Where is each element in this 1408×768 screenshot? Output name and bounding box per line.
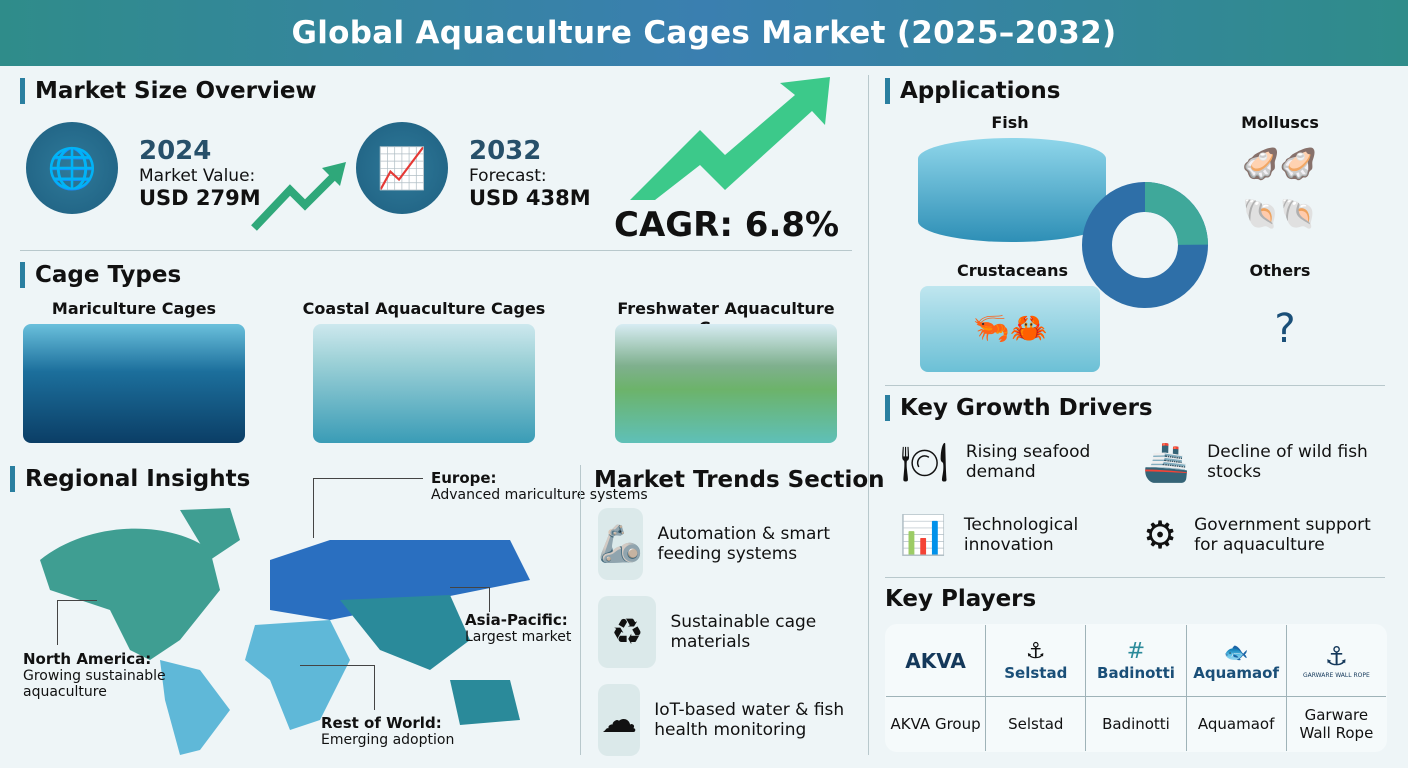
driver-item: 🚢 Decline of wild fish stocks bbox=[1140, 432, 1390, 492]
applications-heading: Applications bbox=[885, 78, 1060, 104]
leader-line bbox=[450, 587, 490, 612]
australia-region bbox=[450, 680, 520, 725]
page-title: Global Aquaculture Cages Market (2025–20… bbox=[291, 15, 1117, 51]
seafood-plate-icon: 🍽 bbox=[900, 440, 949, 484]
leader-line bbox=[57, 600, 97, 645]
divider bbox=[885, 577, 1385, 578]
player-name: Aquamaof bbox=[1185, 696, 1287, 751]
header: Global Aquaculture Cages Market (2025–20… bbox=[0, 0, 1408, 66]
greenland-region bbox=[180, 508, 240, 560]
leader-line bbox=[300, 665, 375, 710]
bar-chart-growth-icon: 📈 bbox=[356, 122, 448, 214]
south-america-region bbox=[160, 660, 230, 755]
gear-hand-plant-icon: ⚙ bbox=[1143, 513, 1178, 557]
trends-heading: Market Trends Section bbox=[594, 467, 885, 493]
key-players-table: AKVA ⚓ Selstad # Badinotti 🐟 Aquamaof ⚓ GARW… bbox=[885, 624, 1387, 752]
region-europe: Europe: Advanced mariculture systems bbox=[431, 469, 648, 503]
market-value-2024: 2024 Market Value: USD 279M bbox=[139, 136, 261, 210]
donut-segment bbox=[1082, 182, 1208, 308]
player-name: Badinotti bbox=[1085, 696, 1187, 751]
label: Forecast: bbox=[469, 166, 547, 186]
north-america-region bbox=[40, 528, 220, 660]
freshwater-cage-image bbox=[615, 324, 837, 443]
trend-item: ☁ IoT-based water & fish health monitorin… bbox=[598, 684, 858, 756]
akva-logo: AKVA bbox=[886, 625, 987, 697]
cagr-value: CAGR: 6.8% bbox=[614, 205, 840, 245]
question-mark-icon: ? bbox=[1274, 306, 1296, 352]
applications-donut bbox=[1082, 182, 1208, 308]
cage-type-label: Coastal Aquaculture Cages bbox=[302, 299, 546, 318]
cage-types-heading: Cage Types bbox=[20, 262, 181, 288]
growth-arrow-icon bbox=[251, 162, 346, 231]
cage-type-label: Mariculture Cages bbox=[51, 299, 217, 318]
year: 2024 bbox=[139, 136, 212, 166]
application-label: Crustaceans bbox=[956, 261, 1069, 280]
africa-region bbox=[245, 620, 350, 730]
application-label: Molluscs bbox=[1241, 113, 1319, 132]
mariculture-cage-image bbox=[23, 324, 245, 443]
value: USD 438M bbox=[469, 186, 591, 210]
player-name: Garware Wall Rope bbox=[1285, 696, 1386, 751]
divider bbox=[20, 250, 852, 251]
region-asia-pacific: Asia-Pacific: Largest market bbox=[465, 611, 572, 645]
key-players-heading: Key Players bbox=[885, 586, 1037, 612]
trend-item: ♻ Sustainable cage materials bbox=[598, 596, 858, 668]
driver-item: 🍽 Rising seafood demand bbox=[897, 432, 1137, 492]
fish-cage-image bbox=[918, 138, 1106, 242]
driver-item: 📊 Technological innovation bbox=[897, 505, 1137, 565]
region-rest-of-world: Rest of World: Emerging adoption bbox=[321, 714, 455, 748]
label: Market Value: bbox=[139, 166, 256, 186]
asia-pacific-region bbox=[340, 595, 470, 670]
crustaceans-image: 🦐🦀 bbox=[920, 286, 1100, 372]
selstad-logo: ⚓ Selstad bbox=[985, 625, 1087, 697]
regional-heading: Regional Insights bbox=[10, 466, 250, 492]
application-label: Others bbox=[1249, 261, 1311, 280]
badinotti-logo: # Badinotti bbox=[1085, 625, 1187, 697]
leader-line bbox=[313, 478, 423, 538]
trend-item: 🦾 Automation & smart feeding systems bbox=[598, 508, 858, 580]
molluscs-image: 🦪🦪 🐚🐚 bbox=[1242, 147, 1317, 232]
region-north-america: North America: Growing sustainable aquacu… bbox=[23, 650, 166, 700]
coastal-cage-image bbox=[313, 324, 535, 443]
forecast-2032: 2032 Forecast: USD 438M bbox=[469, 136, 591, 210]
garware-logo: ⚓ GARWARE WALL ROPE bbox=[1285, 625, 1386, 697]
divider bbox=[885, 385, 1385, 386]
robot-arm-icon: 🦾 bbox=[598, 508, 644, 580]
market-size-heading: Market Size Overview bbox=[20, 78, 317, 104]
driver-item: ⚙ Government support for aquaculture bbox=[1140, 505, 1390, 565]
aquamaof-logo: 🐟 Aquamaof bbox=[1185, 625, 1287, 697]
tablet-chart-icon: 📊 bbox=[899, 513, 948, 557]
world-map bbox=[40, 508, 530, 755]
value: USD 279M bbox=[139, 186, 261, 210]
divider bbox=[868, 75, 869, 755]
drivers-heading: Key Growth Drivers bbox=[885, 395, 1153, 421]
application-label: Fish bbox=[991, 113, 1029, 132]
recycle-leaf-icon: ♻ bbox=[598, 596, 657, 668]
player-name: AKVA Group bbox=[886, 696, 987, 751]
iot-cloud-sensor-icon: ☁ bbox=[598, 684, 641, 756]
year: 2032 bbox=[469, 136, 542, 166]
fishing-boat-decline-icon: 🚢 bbox=[1142, 440, 1191, 484]
big-growth-arrow-icon bbox=[630, 77, 830, 200]
europe-region bbox=[270, 540, 530, 620]
divider bbox=[580, 465, 581, 755]
player-name: Selstad bbox=[985, 696, 1087, 751]
globe-coins-icon: 🌐 bbox=[26, 122, 118, 214]
